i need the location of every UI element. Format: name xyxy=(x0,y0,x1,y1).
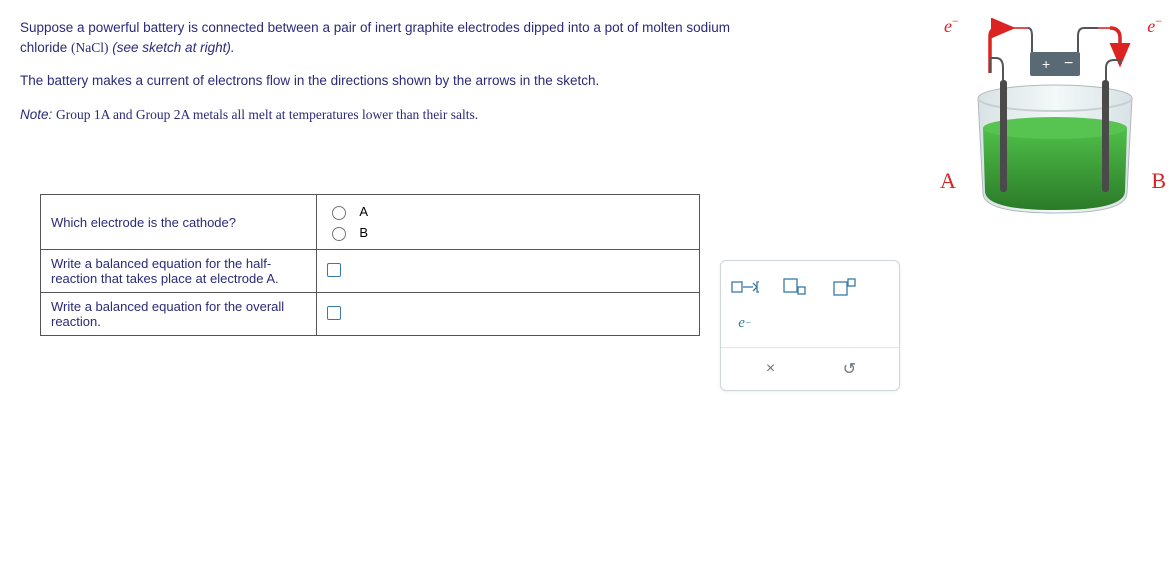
arrow-right xyxy=(1110,28,1120,64)
radio-row-b: B xyxy=(327,222,689,243)
radio-option-b[interactable] xyxy=(332,227,346,241)
electrode-b xyxy=(1102,80,1109,192)
template-superscript-button[interactable] xyxy=(831,276,859,298)
reset-button[interactable]: ↺ xyxy=(837,356,863,382)
electron-symbol-button[interactable]: e− xyxy=(731,312,759,334)
template-subscript-button[interactable] xyxy=(781,276,809,298)
q2-prompt: Write a balanced equation for the half-r… xyxy=(41,250,317,293)
radio-label-b: B xyxy=(359,225,368,240)
palette-actions: × ↺ xyxy=(731,352,889,384)
electron-symbol-text: e xyxy=(738,315,745,332)
equation-input-overall[interactable] xyxy=(327,306,341,320)
paragraph-1: Suppose a powerful battery is connected … xyxy=(20,18,780,57)
q3-input-cell xyxy=(317,293,700,336)
paragraph-3: Note: Group 1A and Group 2A metals all m… xyxy=(20,105,780,125)
equation-input-a[interactable] xyxy=(327,263,341,277)
note-text: Group 1A and Group 2A metals all melt at… xyxy=(56,107,478,122)
main-content: Suppose a powerful battery is connected … xyxy=(20,18,1154,336)
template-arrow-button[interactable] xyxy=(731,276,759,298)
electrode-a xyxy=(1000,80,1007,192)
question-table: Which electrode is the cathode? A B Writ… xyxy=(40,194,700,336)
note-label: Note: xyxy=(20,107,56,122)
palette-row-1 xyxy=(731,269,889,305)
q1-prompt: Which electrode is the cathode? xyxy=(41,195,317,250)
p1-text-b: (see sketch at right). xyxy=(109,40,235,55)
wire-to-battery-right xyxy=(1078,28,1098,52)
lead-b-connect xyxy=(1106,60,1120,68)
electrolysis-sketch: e− e− A B xyxy=(950,18,1154,228)
wire-to-battery-left xyxy=(1028,28,1032,52)
table-row: Write a balanced equation for the half-r… xyxy=(41,250,700,293)
formula-nacl: (NaCl) xyxy=(71,40,109,55)
sketch-svg: + − xyxy=(950,18,1160,218)
arrow-left xyxy=(990,28,1012,73)
paragraph-2: The battery makes a current of electrons… xyxy=(20,71,780,91)
table-row: Which electrode is the cathode? A B xyxy=(41,195,700,250)
q2-input-cell xyxy=(317,250,700,293)
q3-prompt: Write a balanced equation for the overal… xyxy=(41,293,317,336)
table-row: Write a balanced equation for the overal… xyxy=(41,293,700,336)
battery-plus: + xyxy=(1042,56,1050,72)
lead-a-connect xyxy=(990,58,1003,73)
radio-row-a: A xyxy=(327,201,689,222)
radio-label-a: A xyxy=(359,204,368,219)
battery-minus: − xyxy=(1064,55,1073,72)
symbol-palette: e− × ↺ xyxy=(720,260,900,391)
radio-option-a[interactable] xyxy=(332,206,346,220)
q1-options-cell: A B xyxy=(317,195,700,250)
palette-divider xyxy=(721,347,899,348)
question-text-column: Suppose a powerful battery is connected … xyxy=(20,18,780,336)
clear-button[interactable]: × xyxy=(758,356,784,382)
palette-row-2: e− xyxy=(731,305,889,341)
